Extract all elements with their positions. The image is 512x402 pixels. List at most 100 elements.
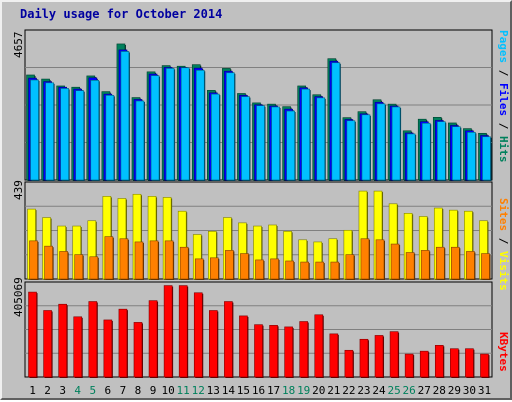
bar-pages-25 [391,106,401,181]
x-tick-label: 17 [267,384,280,397]
bar-sites-19 [300,261,309,280]
bar-pages-20 [316,97,326,181]
bar-sites-15 [240,253,249,280]
x-tick-label: 7 [120,384,127,397]
bar-pages-8 [135,100,145,181]
bar-sites-18 [285,260,294,280]
bar-pages-22 [346,120,356,181]
x-tick-label: 12 [192,384,205,397]
bar-pages-15 [241,96,250,181]
x-tick-label: 27 [418,384,431,397]
bar-sites-31 [481,253,490,280]
bar-kbytes-28 [434,345,444,378]
x-tick-label: 10 [161,384,174,397]
bar-sites-2 [44,245,53,280]
bar-kbytes-7 [118,308,128,378]
bar-sites-28 [435,246,445,280]
bar-pages-11 [180,67,190,181]
bar-kbytes-24 [374,335,384,378]
bar-pages-14 [226,72,235,181]
bar-sites-4 [74,254,84,280]
x-tick-label: 24 [372,384,386,397]
bar-pages-1 [30,79,39,181]
bar-kbytes-17 [269,325,278,378]
bar-sites-14 [225,250,234,280]
bar-sites-17 [270,258,279,280]
bar-sites-11 [179,246,189,280]
bar-sites-23 [360,238,370,280]
x-tick-label: 22 [342,384,355,397]
bar-sites-24 [375,239,385,280]
x-tick-label: 14 [222,384,236,397]
x-tick-label: 19 [297,384,310,397]
bar-pages-21 [331,62,341,181]
bar-sites-7 [119,238,129,280]
bar-pages-16 [256,105,265,181]
bar-sites-25 [390,243,400,280]
bar-pages-19 [301,88,310,181]
x-tick-label: 29 [448,384,461,397]
bar-kbytes-20 [314,314,324,378]
x-tick-label: 15 [237,384,250,397]
bar-pages-23 [361,114,371,181]
bar-kbytes-25 [389,331,399,378]
bar-pages-29 [452,126,461,181]
bar-kbytes-1 [28,291,37,378]
bar-sites-16 [255,259,264,280]
bar-kbytes-5 [88,301,98,378]
x-tick-label: 1 [29,384,36,397]
x-tick-label: 18 [282,384,295,397]
bar-sites-29 [451,246,460,280]
bar-kbytes-30 [465,348,474,378]
bar-pages-2 [45,82,54,181]
bar-pages-4 [75,90,85,181]
x-tick-label: 2 [44,384,51,397]
x-tick-label: 20 [312,384,325,397]
bar-kbytes-26 [404,353,414,378]
bar-kbytes-11 [178,285,188,378]
x-tick-label: 31 [478,384,491,397]
bar-kbytes-14 [224,301,233,378]
bar-kbytes-6 [103,319,113,378]
bar-sites-9 [149,240,159,280]
bar-pages-24 [376,103,386,181]
x-tick-label: 13 [207,384,220,397]
bar-sites-22 [345,254,355,280]
bar-sites-3 [59,251,68,280]
x-tick-label: 5 [89,384,96,397]
x-tick-label: 16 [252,384,265,397]
bar-kbytes-23 [359,338,369,378]
x-tick-label: 21 [327,384,340,397]
x-tick-label: 30 [463,384,476,397]
x-tick-label: 11 [177,384,190,397]
bar-pages-31 [482,136,491,181]
x-tick-label: 9 [150,384,157,397]
bar-pages-13 [211,93,220,181]
bar-kbytes-4 [73,316,83,378]
x-tick-label: 8 [135,384,142,397]
x-tick-label: 26 [403,384,416,397]
bar-kbytes-9 [148,300,158,378]
bar-sites-10 [164,240,174,280]
bar-sites-13 [210,257,219,280]
bar-kbytes-18 [284,326,293,378]
bar-kbytes-8 [133,322,143,378]
bar-kbytes-31 [480,353,489,378]
bar-pages-30 [467,132,476,181]
bar-kbytes-21 [329,333,339,378]
bar-kbytes-3 [58,303,67,378]
bar-kbytes-27 [419,350,429,378]
bar-pages-9 [150,75,160,181]
x-tick-label: 6 [105,384,112,397]
bar-kbytes-15 [239,315,248,378]
bar-kbytes-10 [163,285,173,378]
bar-kbytes-16 [254,324,263,378]
bar-kbytes-19 [299,321,308,378]
bar-pages-27 [421,122,431,181]
bar-sites-26 [405,252,415,280]
bar-sites-1 [29,240,38,280]
bar-pages-17 [271,106,280,181]
bar-sites-21 [330,261,340,280]
bar-kbytes-12 [193,292,203,378]
